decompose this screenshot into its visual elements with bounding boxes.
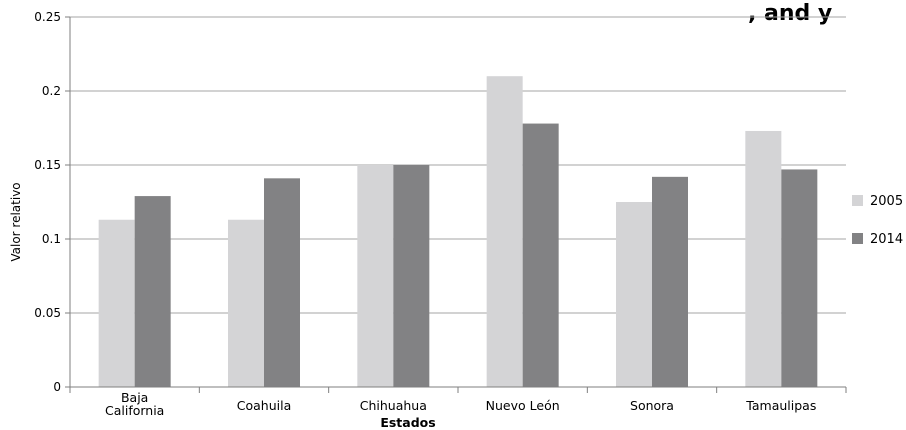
y-tick-label: 0.15 (34, 158, 61, 172)
bar-2005 (745, 130, 782, 387)
x-tick-label: Chihuahua (360, 398, 427, 413)
bar-2014 (652, 176, 688, 387)
bar-2014 (134, 196, 171, 387)
y-tick-labels: 0 0.05 0.1 0.15 0.2 0.25 (34, 10, 61, 394)
x-tick-label: Coahuila (237, 398, 292, 413)
y-tick-label: 0.05 (34, 306, 61, 320)
bar-2005 (357, 165, 394, 387)
bar-2014 (393, 165, 430, 387)
bar-2005 (228, 219, 264, 387)
y-tick-label: 0.2 (42, 84, 61, 98)
y-tick-label: 0 (53, 380, 61, 394)
bar-2005 (486, 76, 523, 387)
x-axis-title: Estados (380, 415, 435, 430)
axes (69, 17, 847, 393)
x-tick-label: Sonora (630, 398, 674, 413)
legend-label-2014: 2014 (870, 232, 903, 247)
bar-2005 (98, 219, 135, 387)
bars (98, 76, 818, 387)
legend-swatch-2014 (852, 233, 863, 244)
x-tick-label: Nuevo León (486, 398, 560, 413)
y-tick-label: 0.25 (34, 10, 61, 24)
y-tick-label: 0.1 (42, 232, 61, 246)
bar-2014 (264, 178, 300, 387)
chart-title-fragment: , and y (748, 1, 832, 26)
y-axis-title: Valor relativo (9, 182, 23, 261)
legend-label-2005: 2005 (870, 194, 903, 209)
x-tick-label: Baja California (105, 390, 164, 418)
legend-swatch-2005 (852, 195, 863, 206)
bar-2014 (522, 123, 559, 387)
bar-2014 (781, 169, 818, 387)
x-tick-label: Tamaulipas (745, 398, 816, 413)
bar-2005 (616, 202, 652, 387)
x-tick-labels: Baja California Coahuila Chihuahua Nuevo Leó… (105, 390, 816, 418)
legend: 2005 2014 (852, 194, 903, 247)
gridlines (65, 16, 846, 388)
